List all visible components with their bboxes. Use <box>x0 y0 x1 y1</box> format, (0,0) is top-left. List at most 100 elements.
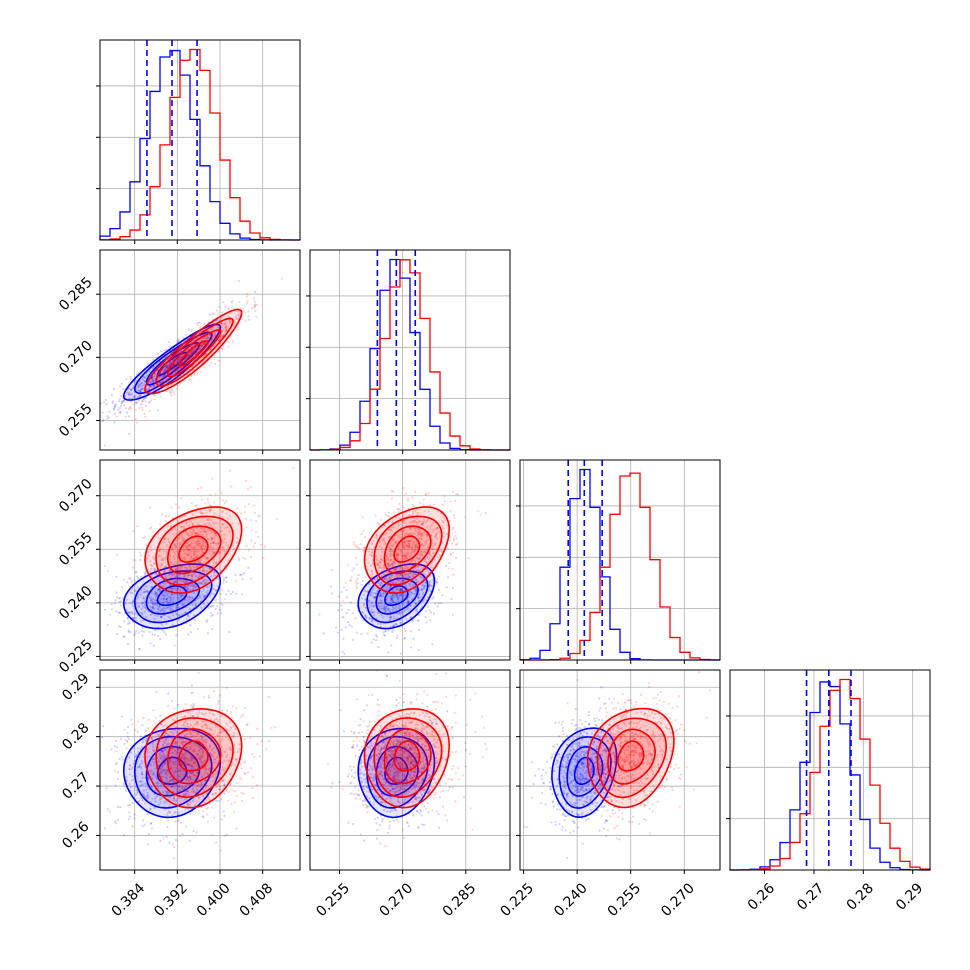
scatter-point-red <box>389 559 392 562</box>
scatter-point-blue <box>171 373 175 376</box>
scatter-point-red <box>223 533 226 536</box>
scatter-point-red <box>416 546 420 549</box>
scatter-point-blue <box>167 340 170 344</box>
scatter-point-red <box>212 551 216 555</box>
scatter-point-blue <box>129 389 133 392</box>
scatter-point-red <box>240 306 243 310</box>
scatter-point-blue <box>226 753 229 757</box>
scatter-point-red <box>403 543 406 546</box>
scatter-point-red <box>228 469 231 472</box>
scatter-point-blue <box>162 753 165 756</box>
scatter-point-red <box>169 554 172 557</box>
scatter-point-blue <box>176 767 179 770</box>
scatter-point-blue <box>204 594 207 597</box>
scatter-point-red <box>205 337 208 340</box>
scatter-point-blue <box>172 581 176 584</box>
scatter-point-blue <box>164 772 168 775</box>
scatter-point-red <box>210 508 213 512</box>
scatter-point-red <box>418 537 421 540</box>
scatter-point-blue <box>428 583 431 586</box>
scatter-point-blue <box>176 730 179 734</box>
scatter-point-red <box>161 380 165 383</box>
scatter-point-blue <box>136 385 139 389</box>
scatter-point-blue <box>388 564 391 567</box>
scatter-point-blue <box>126 611 130 614</box>
scatter-point-blue <box>165 773 168 776</box>
scatter-point-blue <box>141 611 144 615</box>
scatter-point-red <box>378 540 382 543</box>
scatter-point-blue <box>203 801 206 804</box>
scatter-point-red <box>440 549 443 552</box>
scatter-point-blue <box>161 607 164 610</box>
scatter-point-red <box>214 363 217 366</box>
scatter-point-blue <box>398 607 401 610</box>
scatter-point-red <box>193 363 196 366</box>
scatter-point-blue <box>188 595 191 598</box>
scatter-point-blue <box>369 564 373 567</box>
scatter-point-red <box>197 542 200 546</box>
scatter-point-blue <box>368 617 371 620</box>
scatter-point-red <box>421 535 424 538</box>
scatter-point-blue <box>189 353 192 356</box>
scatter-point-blue <box>208 758 211 762</box>
scatter-point-blue <box>135 793 138 796</box>
scatter-point-blue <box>435 580 438 584</box>
scatter-point-blue <box>383 634 387 637</box>
scatter-point-blue <box>210 575 213 578</box>
scatter-point-red <box>192 547 195 551</box>
scatter-point-red <box>194 531 198 535</box>
scatter-point-blue <box>159 839 162 843</box>
scatter-point-blue <box>371 619 374 622</box>
scatter-point-blue <box>149 385 152 388</box>
scatter-point-red <box>170 574 173 577</box>
scatter-point-red <box>365 565 369 569</box>
scatter-point-red <box>173 557 176 560</box>
scatter-point-red <box>133 403 136 406</box>
scatter-point-blue <box>408 582 411 586</box>
scatter-point-red <box>185 521 188 524</box>
scatter-point-blue <box>346 620 350 624</box>
scatter-point-blue <box>141 762 144 765</box>
scatter-point-blue <box>408 575 411 579</box>
scatter-point-red <box>149 560 152 563</box>
scatter-point-red <box>420 549 423 552</box>
scatter-point-blue <box>235 827 238 830</box>
scatter-point-blue <box>137 631 140 634</box>
scatter-point-red <box>209 341 212 344</box>
scatter-point-blue <box>153 767 156 770</box>
scatter-point-red <box>386 515 390 518</box>
scatter-point-blue <box>381 594 384 598</box>
scatter-point-red <box>382 564 385 568</box>
x-tick-label: 0.28 <box>844 880 877 913</box>
scatter-point-red <box>442 514 445 518</box>
scatter-point-blue <box>215 800 218 803</box>
scatter-point-red <box>212 333 215 337</box>
scatter-point-blue <box>361 597 364 600</box>
scatter-point-red <box>211 537 214 540</box>
scatter-point-blue <box>164 633 168 636</box>
scatter-point-blue <box>140 381 143 385</box>
scatter-point-red <box>437 575 440 579</box>
scatter-point-blue <box>360 633 363 636</box>
scatter-point-red <box>177 562 180 565</box>
scatter-point-blue <box>370 570 373 573</box>
scatter-point-blue <box>398 594 401 597</box>
scatter-point-blue <box>370 594 373 597</box>
scatter-point-red <box>379 558 382 561</box>
scatter-point-red <box>450 542 454 545</box>
scatter-point-blue <box>198 784 202 787</box>
scatter-point-blue <box>390 597 393 600</box>
scatter-point-blue <box>364 598 367 601</box>
scatter-point-blue <box>158 588 161 592</box>
scatter-point-blue <box>136 791 139 794</box>
scatter-point-red <box>177 506 181 509</box>
scatter-point-red <box>391 569 395 572</box>
scatter-point-blue <box>162 750 165 753</box>
scatter-point-blue <box>205 591 208 594</box>
scatter-point-blue <box>210 592 213 595</box>
scatter-point-blue <box>142 630 146 634</box>
scatter-point-red <box>342 616 345 619</box>
scatter-point-red <box>172 573 175 576</box>
scatter-point-red <box>169 525 173 528</box>
scatter-point-red <box>377 523 381 526</box>
